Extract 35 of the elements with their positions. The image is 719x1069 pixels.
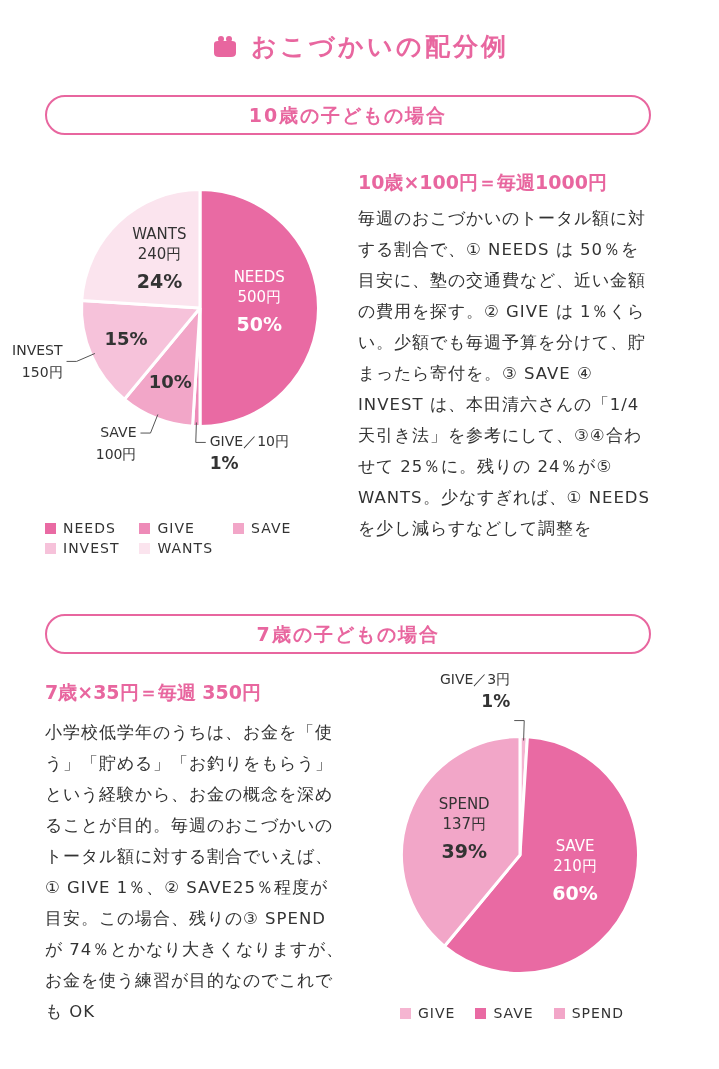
text: 10歳×100円＝毎週1000円	[358, 170, 607, 195]
text: 小学校低学年のうちは、お金を「使う」「貯める」「お釣りをもらう」という経験から、お金の概念を深めることが目的。毎週のおこづかいのトータル額に対する割合でいえば、① GIVE 1％、② SAVE25％程度が目安。この場合、残りの③ SPEND が 74％とかなり大きくなりますが、お金を使う練習が目的なのでこれでも OK	[45, 723, 345, 1021]
text: GIVE／3円	[439, 671, 511, 688]
legend-label: GIVE	[418, 1005, 456, 1021]
legend-label: SAVE	[493, 1005, 534, 1021]
data-label: 60%	[552, 881, 598, 904]
text: 毎週のおこづかいのトータル額に対する割合で、① NEEDS は 50％を目安に、塾の交通費など、近い金額の費用を探す。② GIVE は 1％くらい。少額でも毎週予算を分けて、貯まったら寄付を。③ SAVE ④ INVEST は、本田清六さんの「1/4 天引き法」を参考にして、③④合わせて 25％に。残りの 24％が⑤ WANTS。少なすぎれば、① NEEDS を少し減らすなどして調整を	[358, 209, 651, 538]
data-label: 39%	[441, 839, 487, 862]
data-label: 1%	[481, 690, 511, 711]
text: GIVE／10円	[209, 433, 289, 450]
text: おこづかいの配分例	[250, 32, 509, 61]
legend-label: WANTS	[157, 540, 214, 556]
legend-label: SAVE	[251, 520, 292, 536]
slice-label: SPEND	[438, 794, 490, 813]
data-label: 50%	[236, 312, 282, 335]
text: 240円	[137, 244, 182, 263]
data-label: 1%	[209, 452, 239, 473]
legend-label: GIVE	[157, 520, 195, 536]
slice-label: WANTS	[132, 224, 187, 243]
slice-label: SAVE	[100, 423, 137, 440]
text: 500円	[237, 287, 282, 306]
data-label: 24%	[136, 269, 183, 292]
slice-label: SAVE	[555, 836, 595, 855]
data-label: 10%	[148, 370, 192, 392]
text: 100円	[95, 445, 137, 462]
slice-label: NEEDS	[233, 267, 285, 286]
legend-label: NEEDS	[63, 520, 116, 536]
data-label: 15%	[104, 327, 148, 349]
legend-label: INVEST	[63, 540, 120, 556]
text: 150円	[21, 364, 63, 381]
text: 7歳×35円＝毎週 350円	[45, 680, 261, 705]
text: 210円	[553, 856, 597, 875]
text: 137円	[442, 814, 487, 833]
legend-label: SPEND	[571, 1005, 625, 1021]
slice-label: INVEST	[12, 342, 63, 359]
